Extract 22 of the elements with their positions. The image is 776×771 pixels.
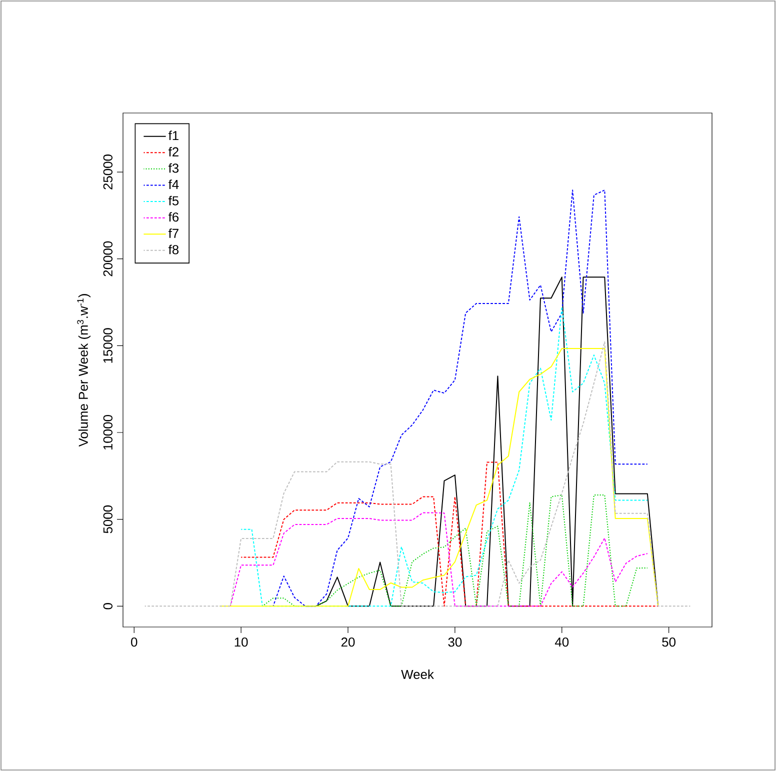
y-tick-label: 10000 bbox=[103, 415, 112, 450]
legend-label: f1 bbox=[168, 130, 178, 140]
legend-label: f2 bbox=[168, 146, 178, 156]
y-tick-label: 15000 bbox=[103, 328, 112, 363]
legend-label: f3 bbox=[168, 163, 179, 173]
x-tick-label: 10 bbox=[234, 638, 248, 647]
y-tick-label: 25000 bbox=[103, 154, 112, 190]
y-axis-title: Volume Per Week (m$^{3}$.w$^{-1}$) bbox=[77, 294, 90, 447]
y-tick-label: 0 bbox=[103, 603, 112, 610]
legend-label: f4 bbox=[168, 180, 179, 189]
legend-label: f7 bbox=[168, 228, 178, 238]
x-axis-title: Week bbox=[401, 670, 434, 680]
legend-label: f5 bbox=[168, 196, 179, 206]
y-tick-label: 5000 bbox=[103, 505, 112, 534]
x-tick-label: 40 bbox=[554, 638, 569, 647]
y-tick-label: 20000 bbox=[103, 241, 112, 276]
legend-label: f8 bbox=[168, 244, 179, 254]
x-tick-label: 20 bbox=[341, 638, 355, 647]
x-tick-label: 0 bbox=[131, 638, 138, 647]
x-tick-label: 30 bbox=[448, 638, 462, 647]
x-tick-label: 50 bbox=[662, 638, 676, 647]
legend-label: f6 bbox=[168, 212, 179, 222]
